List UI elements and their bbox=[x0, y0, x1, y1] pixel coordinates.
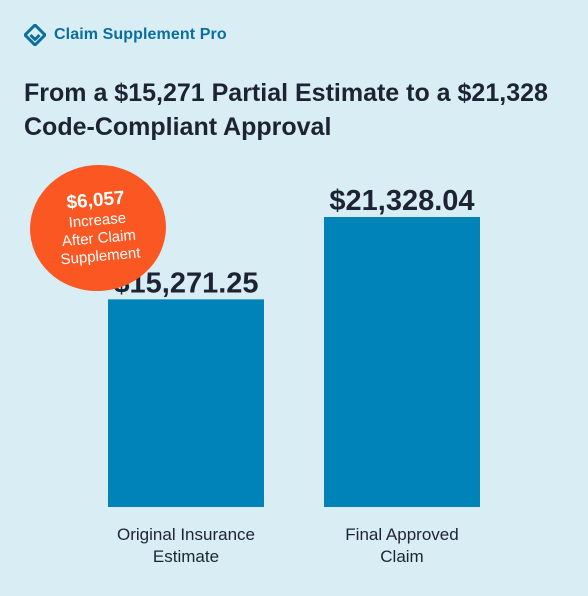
category-label-2-line-1: Final Approved bbox=[345, 525, 458, 544]
category-label-1-line-1: Original Insurance bbox=[117, 525, 255, 544]
category-label-2-line-2: Claim bbox=[380, 547, 423, 566]
claim-supplement-logo-icon bbox=[24, 24, 46, 46]
bar-2 bbox=[324, 217, 480, 507]
brand-name: Claim Supplement Pro bbox=[54, 26, 227, 43]
bar-value-label-2: $21,328.04 bbox=[329, 185, 474, 217]
brand: Claim Supplement Pro bbox=[24, 24, 227, 46]
category-label-1-line-2: Estimate bbox=[153, 547, 219, 566]
bar-1 bbox=[108, 299, 264, 507]
page-title: From a $15,271 Partial Estimate to a $21… bbox=[24, 79, 548, 141]
